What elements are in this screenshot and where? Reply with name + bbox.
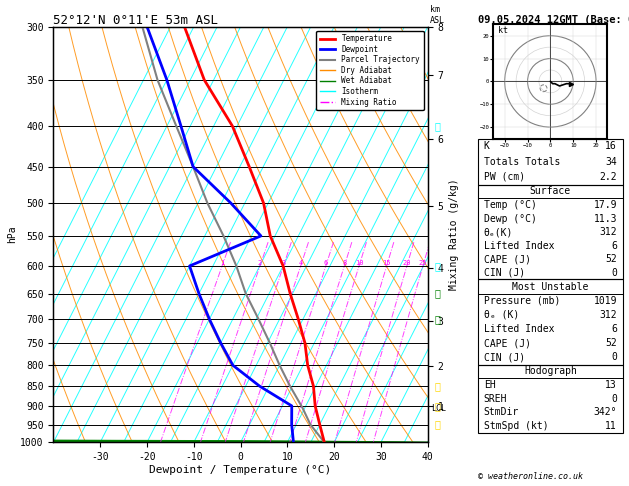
Text: 312: 312 (599, 227, 617, 237)
Text: θₑ (K): θₑ (K) (484, 310, 519, 320)
Text: 2.2: 2.2 (599, 172, 617, 182)
Text: Most Unstable: Most Unstable (512, 281, 589, 292)
Text: 17.9: 17.9 (593, 200, 617, 210)
Text: 52: 52 (605, 338, 617, 348)
Text: 25: 25 (419, 260, 427, 266)
Text: 11: 11 (605, 421, 617, 431)
Text: 342°: 342° (593, 407, 617, 417)
Text: 8: 8 (342, 260, 347, 266)
Text: 1: 1 (220, 260, 224, 266)
Text: © weatheronline.co.uk: © weatheronline.co.uk (478, 472, 583, 481)
Text: 52: 52 (605, 254, 617, 264)
Text: ≪: ≪ (434, 314, 440, 324)
Text: Dewp (°C): Dewp (°C) (484, 213, 537, 224)
Y-axis label: hPa: hPa (8, 226, 18, 243)
Text: Pressure (mb): Pressure (mb) (484, 295, 560, 306)
Text: 20: 20 (403, 260, 411, 266)
Text: CIN (J): CIN (J) (484, 268, 525, 278)
Text: 13: 13 (605, 380, 617, 390)
Text: 16: 16 (605, 141, 617, 151)
Text: 0: 0 (611, 268, 617, 278)
Text: ≪: ≪ (434, 381, 440, 391)
Text: Totals Totals: Totals Totals (484, 156, 560, 167)
X-axis label: Dewpoint / Temperature (°C): Dewpoint / Temperature (°C) (150, 465, 331, 475)
Text: Surface: Surface (530, 187, 571, 196)
Text: 6: 6 (611, 241, 617, 251)
Text: 3: 3 (281, 260, 286, 266)
Legend: Temperature, Dewpoint, Parcel Trajectory, Dry Adiabat, Wet Adiabat, Isotherm, Mi: Temperature, Dewpoint, Parcel Trajectory… (316, 31, 424, 110)
Text: EH: EH (484, 380, 496, 390)
Text: StmDir: StmDir (484, 407, 519, 417)
Text: LCL: LCL (431, 404, 447, 413)
Text: ≪: ≪ (434, 261, 440, 271)
Text: 34: 34 (605, 156, 617, 167)
Text: km
ASL: km ASL (430, 5, 445, 25)
Text: 6: 6 (324, 260, 328, 266)
Text: 0: 0 (611, 352, 617, 363)
Text: 10: 10 (355, 260, 364, 266)
Text: CAPE (J): CAPE (J) (484, 338, 531, 348)
Text: CIN (J): CIN (J) (484, 352, 525, 363)
Text: CAPE (J): CAPE (J) (484, 254, 531, 264)
Text: PW (cm): PW (cm) (484, 172, 525, 182)
Text: ≪: ≪ (434, 401, 440, 411)
Text: 2: 2 (258, 260, 262, 266)
Text: θₑ(K): θₑ(K) (484, 227, 513, 237)
Text: ≪: ≪ (434, 121, 440, 131)
Text: 09.05.2024 12GMT (Base: 00): 09.05.2024 12GMT (Base: 00) (478, 15, 629, 25)
Text: 52°12'N 0°11'E 53m ASL: 52°12'N 0°11'E 53m ASL (53, 14, 218, 27)
Text: ≪: ≪ (434, 419, 440, 430)
Text: Lifted Index: Lifted Index (484, 241, 554, 251)
Text: ≪: ≪ (434, 289, 440, 298)
Text: 312: 312 (599, 310, 617, 320)
Text: 15: 15 (382, 260, 391, 266)
Text: Hodograph: Hodograph (524, 366, 577, 376)
Text: SREH: SREH (484, 394, 508, 403)
Text: K: K (484, 141, 490, 151)
Y-axis label: Mixing Ratio (g/kg): Mixing Ratio (g/kg) (449, 179, 459, 290)
Text: 1019: 1019 (593, 295, 617, 306)
Text: 11.3: 11.3 (593, 213, 617, 224)
Text: 0: 0 (611, 394, 617, 403)
Text: Lifted Index: Lifted Index (484, 324, 554, 334)
Text: 4: 4 (299, 260, 303, 266)
Text: StmSpd (kt): StmSpd (kt) (484, 421, 548, 431)
Text: Temp (°C): Temp (°C) (484, 200, 537, 210)
Text: 6: 6 (611, 324, 617, 334)
Text: kt: kt (498, 26, 508, 35)
